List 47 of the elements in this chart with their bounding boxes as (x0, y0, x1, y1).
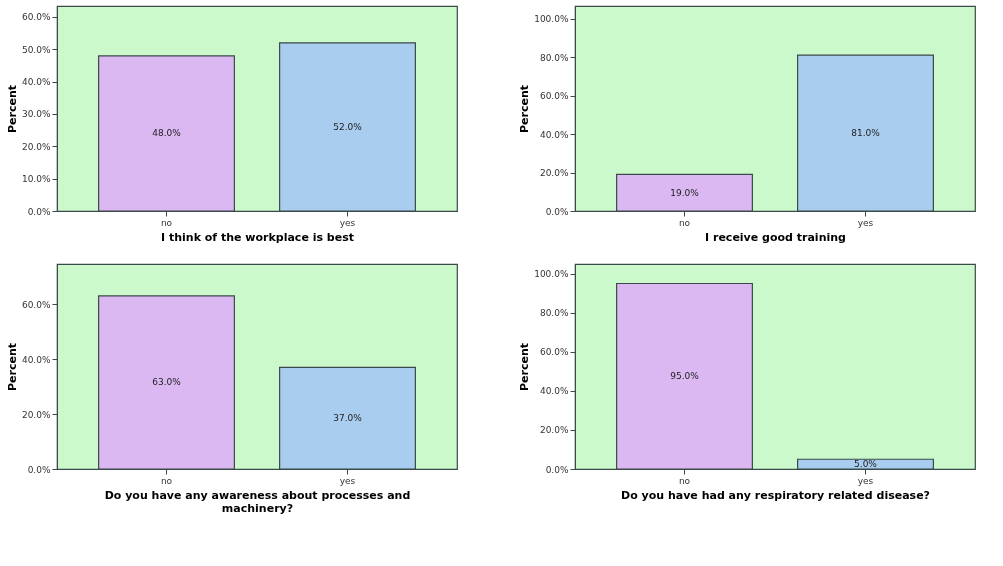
y-tick-label: 0.0% (27, 206, 51, 217)
data-label: 52.0% (333, 121, 363, 132)
y-tick-label: 60.0% (21, 299, 51, 310)
y-tick-label: 40.0% (539, 386, 569, 397)
y-tick-label: 60.0% (539, 91, 569, 102)
x-tick-label: yes (857, 217, 874, 228)
y-tick-label: 60.0% (539, 347, 569, 358)
x-tick-label: no (160, 217, 173, 228)
data-label: 63.0% (152, 377, 182, 388)
y-tick-label: 20.0% (539, 168, 569, 178)
y-tick-label: 40.0% (539, 129, 569, 140)
y-axis-title: Percent (518, 84, 532, 134)
y-tick-label: 40.0% (21, 354, 51, 365)
data-label: 37.0% (333, 413, 363, 424)
y-tick-label: 0.0% (545, 464, 569, 475)
data-label: 81.0% (851, 128, 881, 139)
x-axis-title: I receive good training (705, 230, 846, 244)
y-axis-title: Percent (5, 84, 19, 134)
y-tick-label: 0.0% (545, 206, 569, 217)
y-tick-label: 100.0% (534, 269, 569, 280)
y-tick-label: 10.0% (21, 174, 51, 185)
data-label: 48.0% (152, 128, 182, 139)
y-tick-label: 0.0% (27, 464, 51, 475)
x-axis-title: Do you have had any respiratory related disease? (621, 488, 930, 502)
x-tick-label: no (678, 217, 691, 228)
y-tick-label: 20.0% (21, 409, 51, 420)
y-axis-title: Percent (5, 342, 19, 392)
data-label: 5.0% (854, 459, 878, 470)
x-tick-label: no (160, 475, 173, 486)
y-tick-label: 80.0% (539, 308, 569, 319)
y-tick-label: 60.0% (21, 12, 51, 23)
y-axis-title: Percent (518, 342, 532, 392)
y-tick-label: 50.0% (21, 44, 51, 55)
x-tick-label: yes (339, 217, 356, 228)
data-label: 19.0% (670, 187, 700, 198)
x-axis-title: I think of the workplace is best (161, 230, 354, 244)
x-tick-label: no (678, 475, 691, 486)
x-tick-label: yes (339, 475, 356, 486)
y-tick-label: 20.0% (21, 141, 51, 152)
y-tick-label: 40.0% (21, 77, 51, 88)
x-axis-title: Do you have any awareness about processes and machinery? (104, 488, 411, 515)
y-tick-label: 80.0% (539, 52, 569, 63)
x-tick-label: yes (857, 475, 874, 486)
data-label: 95.0% (670, 371, 700, 382)
y-tick-label: 30.0% (21, 109, 51, 120)
y-tick-label: 20.0% (539, 425, 569, 436)
y-tick-label: 100.0% (534, 14, 569, 25)
